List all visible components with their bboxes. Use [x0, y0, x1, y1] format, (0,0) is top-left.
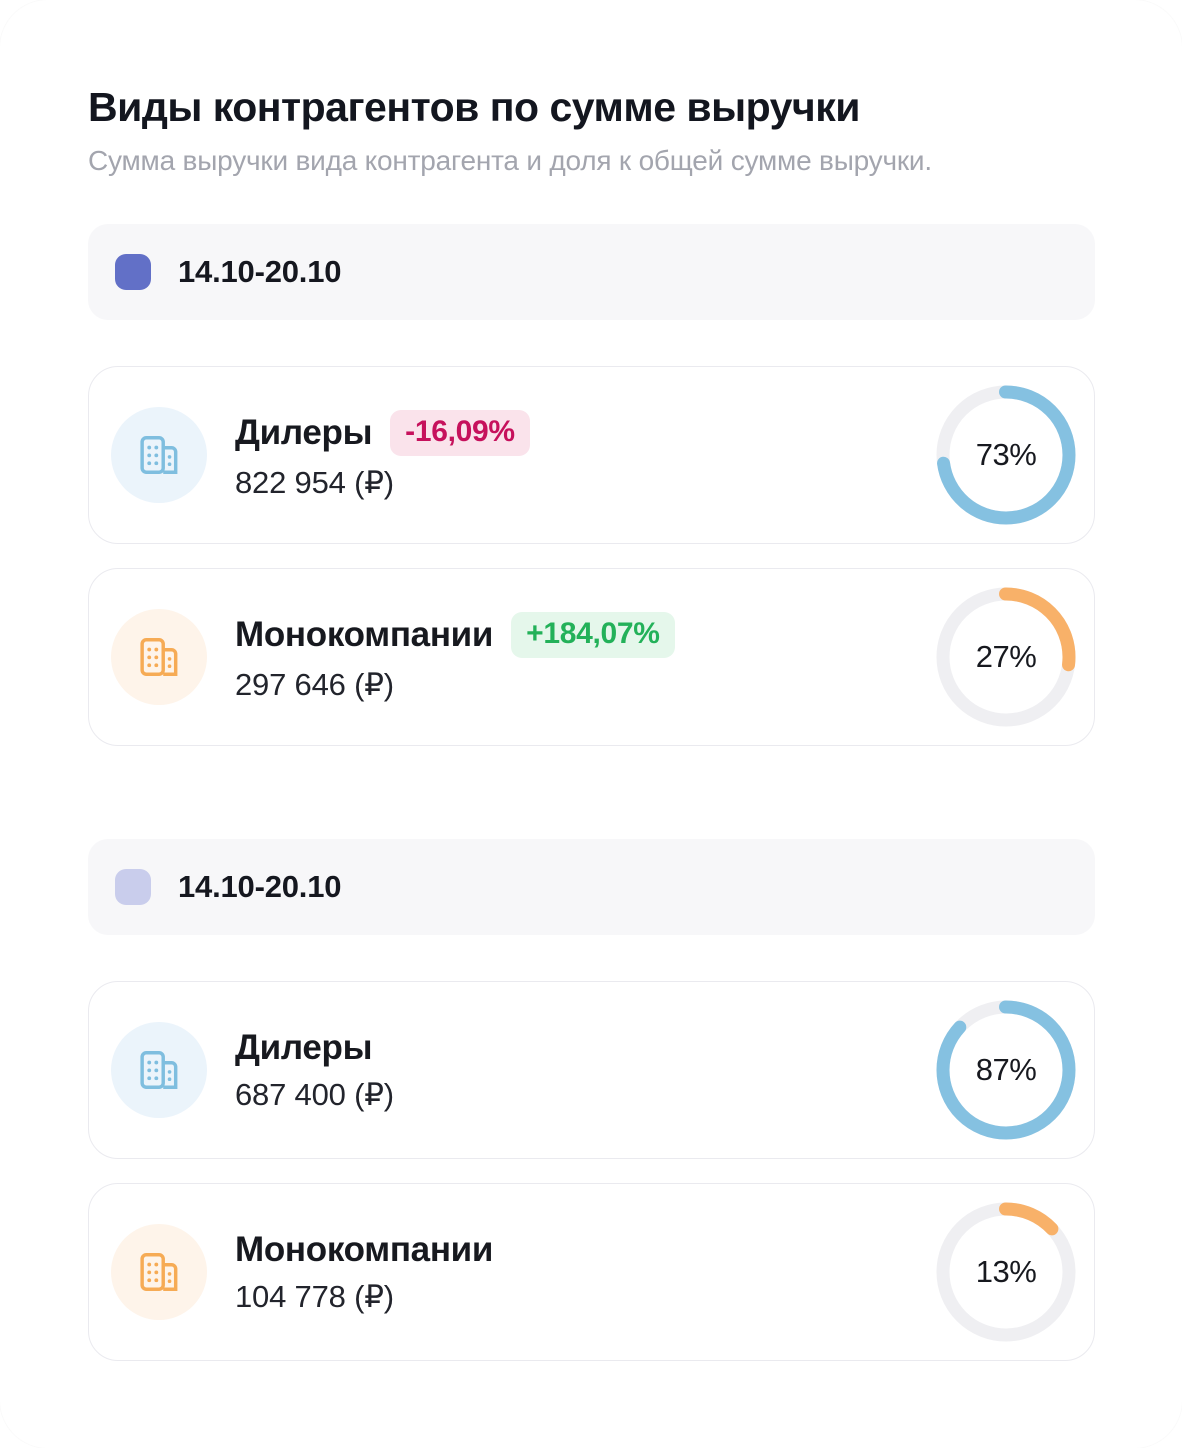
share-percent-label: 27% [975, 639, 1037, 675]
period-label: 14.10-20.10 [178, 254, 342, 290]
revenue-value: 104 778 (₽) [235, 1278, 394, 1314]
period-color-marker [115, 869, 151, 906]
share-percent-label: 13% [975, 1254, 1037, 1290]
counterparty-name: Дилеры [235, 1027, 373, 1067]
delta-badge: -16,09% [390, 409, 530, 456]
page-subtitle: Сумма выручки вида контрагента и доля к … [88, 145, 932, 177]
counterparty-card-monocompanies[interactable]: Монокомпании 104 778 (₽) 13% [88, 1183, 1095, 1362]
period-color-marker [115, 254, 151, 291]
delta-badge: +184,07% [511, 611, 675, 658]
period-section: 14.10-20.10 [88, 224, 1095, 747]
share-donut: 13% [936, 1202, 1076, 1342]
buildings-icon [111, 407, 207, 504]
period-selector[interactable]: 14.10-20.10 [88, 224, 1095, 321]
share-percent-label: 73% [975, 437, 1037, 473]
buildings-icon [111, 609, 207, 706]
period-section: 14.10-20.10 [88, 839, 1095, 1362]
counterparty-card-monocompanies[interactable]: Монокомпании +184,07% 297 646 (₽) 27% [88, 568, 1095, 747]
revenue-value: 297 646 (₽) [235, 666, 394, 702]
counterparty-name: Монокомпании [235, 614, 494, 654]
share-donut: 27% [936, 587, 1076, 727]
period-label: 14.10-20.10 [178, 869, 342, 905]
counterparty-card-dealers[interactable]: Дилеры 687 400 (₽) 87% [88, 981, 1095, 1160]
share-donut: 87% [936, 1000, 1076, 1140]
page-title: Виды контрагентов по сумме выручки [88, 84, 860, 130]
counterparty-name: Монокомпании [235, 1229, 494, 1269]
buildings-icon [111, 1022, 207, 1119]
period-selector[interactable]: 14.10-20.10 [88, 839, 1095, 936]
buildings-icon [111, 1224, 207, 1321]
share-percent-label: 87% [975, 1052, 1037, 1088]
counterparty-name: Дилеры [235, 412, 373, 452]
counterparty-card-dealers[interactable]: Дилеры -16,09% 822 954 (₽) 73% [88, 366, 1095, 545]
revenue-value: 822 954 (₽) [235, 464, 394, 500]
share-donut: 73% [936, 385, 1076, 525]
revenue-value: 687 400 (₽) [235, 1076, 394, 1112]
